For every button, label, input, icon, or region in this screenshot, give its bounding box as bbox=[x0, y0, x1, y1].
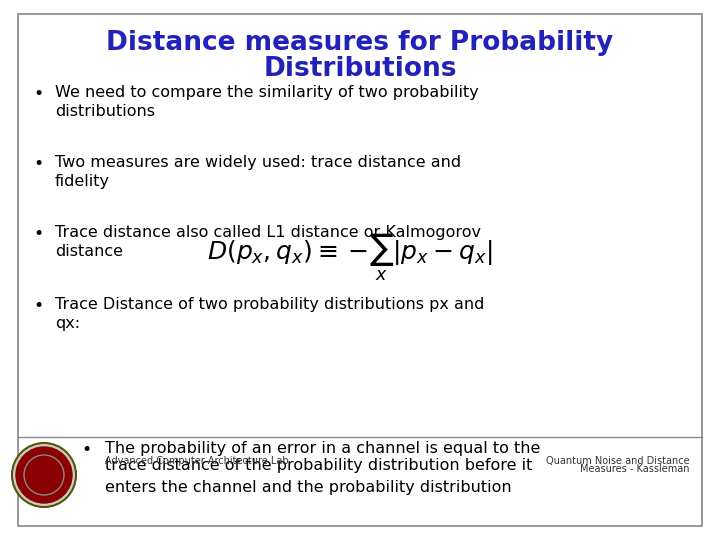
Text: Distributions: Distributions bbox=[264, 56, 456, 82]
Text: The probability of an error in a channel is equal to the: The probability of an error in a channel… bbox=[105, 441, 541, 456]
Text: •: • bbox=[33, 225, 43, 243]
Text: Trace Distance of two probability distributions px and
qx:: Trace Distance of two probability distri… bbox=[55, 297, 485, 330]
Text: Advanced Computer Architecture Lab: Advanced Computer Architecture Lab bbox=[105, 456, 289, 466]
Text: trace distance of the probability distribution before it: trace distance of the probability distri… bbox=[105, 458, 532, 473]
Text: •: • bbox=[33, 155, 43, 173]
Text: •: • bbox=[33, 85, 43, 103]
Text: Measures - Kassleman: Measures - Kassleman bbox=[580, 464, 690, 474]
Text: •: • bbox=[81, 441, 91, 459]
Circle shape bbox=[16, 447, 72, 503]
Text: Trace distance also called L1 distance or Kalmogorov
distance: Trace distance also called L1 distance o… bbox=[55, 225, 481, 259]
Circle shape bbox=[12, 443, 76, 507]
Text: Quantum Noise and Distance: Quantum Noise and Distance bbox=[546, 456, 690, 466]
Text: enters the channel and the probability distribution: enters the channel and the probability d… bbox=[105, 480, 512, 495]
Text: We need to compare the similarity of two probability
distributions: We need to compare the similarity of two… bbox=[55, 85, 479, 119]
Text: Two measures are widely used: trace distance and
fidelity: Two measures are widely used: trace dist… bbox=[55, 155, 461, 188]
Text: $\mathit{D}(p_x, q_x) \equiv -\!\sum_x |p_x - q_x|$: $\mathit{D}(p_x, q_x) \equiv -\!\sum_x |… bbox=[207, 232, 493, 284]
Text: •: • bbox=[33, 297, 43, 315]
Text: Distance measures for Probability: Distance measures for Probability bbox=[107, 30, 613, 56]
